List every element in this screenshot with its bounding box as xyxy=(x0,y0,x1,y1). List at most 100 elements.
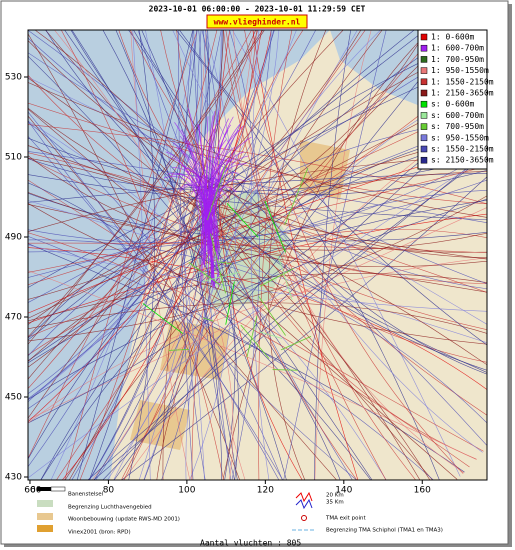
y-tick-label: 470 xyxy=(5,313,22,323)
legend-swatch xyxy=(420,67,428,74)
legend-swatch xyxy=(420,156,428,164)
legend-swatch xyxy=(420,56,428,63)
track xyxy=(28,207,487,420)
track xyxy=(121,176,487,480)
legend-label: 1: 0-600m xyxy=(431,33,475,42)
track xyxy=(28,179,487,253)
track xyxy=(200,128,214,257)
track xyxy=(252,30,359,480)
track xyxy=(141,30,239,480)
track xyxy=(232,30,461,477)
housing xyxy=(130,140,350,450)
swatch-vinex xyxy=(37,525,53,532)
track xyxy=(28,52,487,285)
track xyxy=(28,199,487,364)
track xyxy=(28,30,259,389)
track xyxy=(168,348,190,351)
track xyxy=(180,129,215,287)
legend-label: 1: 950-1550m xyxy=(431,66,489,75)
track xyxy=(175,146,216,283)
track xyxy=(259,268,294,287)
track xyxy=(102,30,222,480)
x-tick-label: 80 xyxy=(103,486,115,496)
track xyxy=(188,262,221,286)
boundary: Begrenzing Luchthavengebied xyxy=(68,505,152,511)
y-tick-label: 510 xyxy=(5,153,22,163)
track xyxy=(225,281,235,325)
track xyxy=(28,236,434,480)
track xyxy=(28,30,415,460)
legend-label: s: 950-1550m xyxy=(431,133,489,142)
track xyxy=(28,242,487,254)
track xyxy=(28,257,487,424)
track xyxy=(210,233,226,294)
swatch-boundary xyxy=(37,500,53,507)
icon-km xyxy=(295,491,313,503)
legend-label: s: 700-950m xyxy=(431,122,484,131)
track xyxy=(28,151,487,223)
legend-label: 1: 600-700m xyxy=(431,44,484,53)
legend-label: 1: 2150-3650m xyxy=(431,89,494,98)
track xyxy=(192,181,209,249)
track xyxy=(156,30,383,480)
legend-swatch xyxy=(420,44,428,52)
scale-label: 60 xyxy=(30,486,42,496)
track xyxy=(28,182,372,480)
track xyxy=(28,108,458,480)
track xyxy=(79,30,218,480)
track xyxy=(28,30,486,339)
title: 2023-10-01 06:00:00 - 2023-10-01 11:29:5… xyxy=(149,5,366,14)
track xyxy=(107,30,280,480)
track xyxy=(264,200,286,253)
track xyxy=(210,111,221,252)
track xyxy=(28,145,487,260)
legend-swatch xyxy=(420,112,428,119)
track xyxy=(202,129,239,234)
track xyxy=(165,151,203,283)
legend: 1: 0-600m 1: 600-700m 1: 700-950m 1: 950-15… xyxy=(417,29,494,170)
km35: 35 Km xyxy=(326,500,344,506)
track xyxy=(28,30,265,338)
track xyxy=(76,30,194,480)
track xyxy=(128,30,155,480)
x-tick-label: 140 xyxy=(335,486,352,496)
vinex: Vinex2001 (bron: RPD) xyxy=(68,530,131,536)
track xyxy=(28,165,487,273)
track xyxy=(28,157,487,285)
legend-swatch xyxy=(420,123,428,130)
track xyxy=(246,315,258,358)
track xyxy=(142,303,184,334)
track xyxy=(280,336,312,351)
track xyxy=(28,76,487,325)
track xyxy=(28,173,487,203)
x-tick-label: 160 xyxy=(414,486,431,496)
track xyxy=(28,152,487,293)
track xyxy=(268,30,327,480)
icon-km2 xyxy=(295,498,313,510)
y-tick-label: 490 xyxy=(5,233,22,243)
track xyxy=(28,232,470,468)
track xyxy=(259,331,283,339)
track xyxy=(28,239,487,424)
track xyxy=(217,30,303,480)
legend-box xyxy=(417,29,488,170)
track xyxy=(123,30,257,480)
track xyxy=(28,37,487,289)
track xyxy=(28,157,487,366)
track xyxy=(132,30,151,480)
legend-label: 1: 1550-2150m xyxy=(431,77,494,86)
track xyxy=(34,30,421,480)
legend-swatch xyxy=(420,78,428,86)
km20: 20 Km xyxy=(326,493,344,499)
track xyxy=(28,30,264,345)
plot-border xyxy=(27,29,488,481)
track xyxy=(28,273,487,322)
track xyxy=(258,296,286,336)
track xyxy=(272,369,298,371)
track xyxy=(56,30,366,480)
y-tick-label: 450 xyxy=(5,393,22,403)
track xyxy=(28,30,275,395)
legend-label: 1: 700-950m xyxy=(431,55,484,64)
url[interactable]: www.vlieghinder.nl xyxy=(214,17,301,27)
